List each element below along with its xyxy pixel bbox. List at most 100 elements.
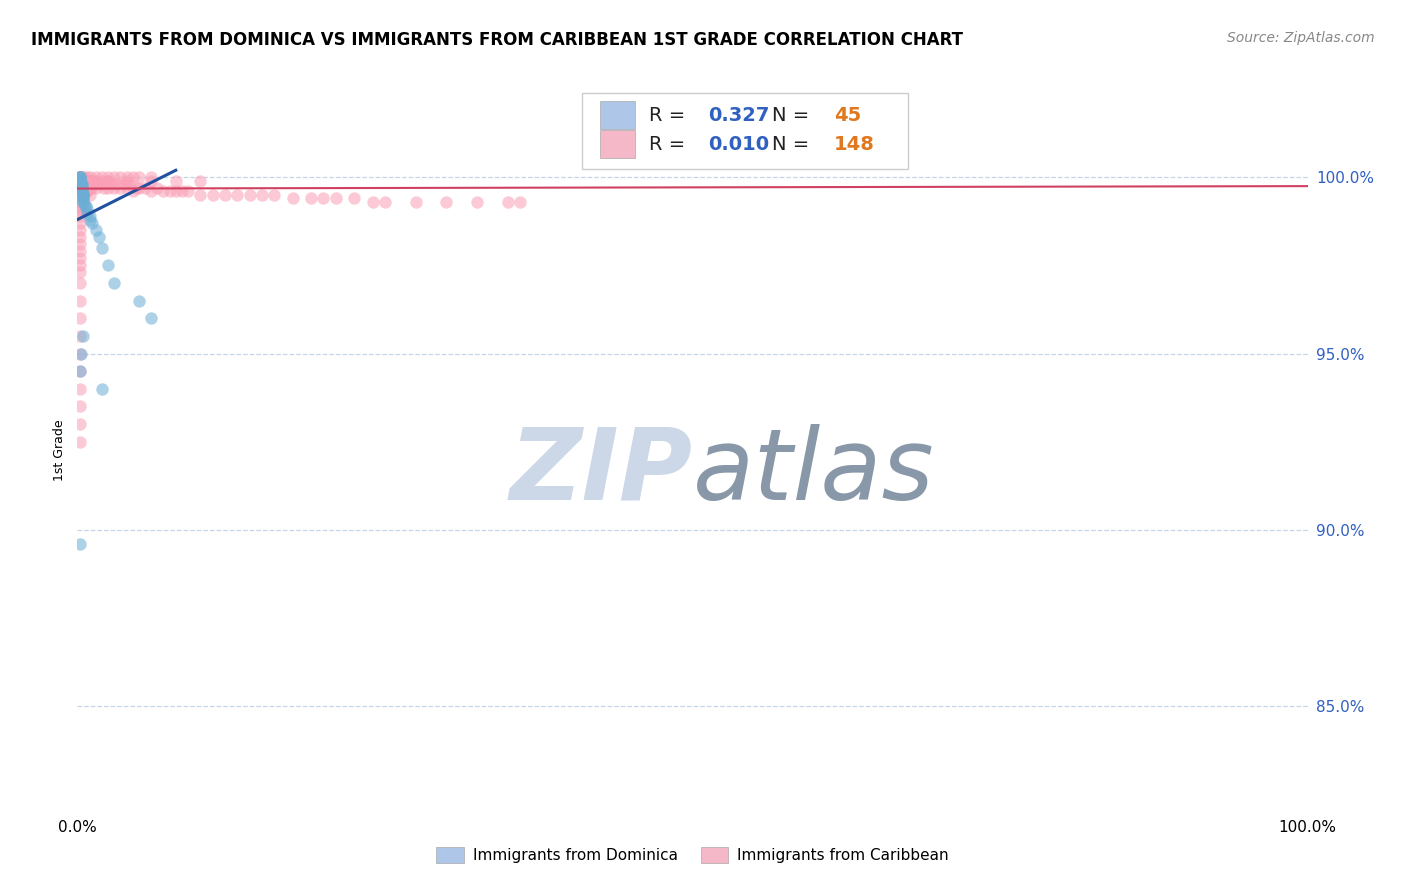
Point <box>76 174 98 188</box>
Point <box>115 181 138 195</box>
Point <box>70 181 93 195</box>
Point <box>141 185 163 199</box>
Point <box>79 181 101 195</box>
Point <box>69 185 91 199</box>
Point <box>79 170 101 185</box>
Text: 45: 45 <box>834 106 862 125</box>
Point <box>69 191 91 205</box>
Point <box>82 181 104 195</box>
Point <box>69 170 91 185</box>
Point <box>69 237 91 252</box>
Point <box>69 178 91 192</box>
Point <box>263 188 285 202</box>
Point <box>84 174 107 188</box>
Point <box>69 205 91 219</box>
Point <box>79 209 101 223</box>
Point <box>69 181 91 195</box>
Point <box>69 170 91 185</box>
Point <box>465 194 488 209</box>
Point <box>118 178 141 192</box>
Point <box>70 178 93 192</box>
Point <box>76 178 98 192</box>
Point <box>69 252 91 266</box>
Point <box>69 174 91 188</box>
Point <box>76 170 98 185</box>
Point <box>90 178 114 192</box>
Point <box>72 170 94 185</box>
Point <box>312 191 335 205</box>
Point <box>436 194 458 209</box>
Point <box>72 178 94 192</box>
Point <box>69 417 91 431</box>
Point <box>69 191 91 205</box>
Point <box>73 198 96 212</box>
Point <box>79 188 101 202</box>
Point <box>69 259 91 273</box>
Point <box>69 230 91 244</box>
Point <box>69 178 91 192</box>
Text: 148: 148 <box>834 135 875 153</box>
Point <box>69 244 91 259</box>
Text: N =: N = <box>772 135 815 153</box>
Point <box>70 178 93 192</box>
Point <box>72 188 94 202</box>
Point <box>103 170 125 185</box>
Point <box>69 382 91 396</box>
Point <box>90 170 114 185</box>
Point <box>159 185 181 199</box>
Point <box>69 185 91 199</box>
Point <box>72 188 94 202</box>
Point <box>121 185 143 199</box>
Point <box>239 188 262 202</box>
Point <box>89 230 111 244</box>
Point <box>226 188 249 202</box>
Y-axis label: 1st Grade: 1st Grade <box>53 419 66 482</box>
Point <box>84 174 107 188</box>
Point <box>70 178 93 192</box>
Point <box>69 400 91 414</box>
Point <box>69 178 91 192</box>
Point <box>72 170 94 185</box>
Legend: Immigrants from Dominica, Immigrants from Caribbean: Immigrants from Dominica, Immigrants fro… <box>430 841 955 869</box>
Point <box>165 174 187 188</box>
Point <box>201 188 224 202</box>
Point <box>69 174 91 188</box>
Point <box>141 311 163 326</box>
Text: Source: ZipAtlas.com: Source: ZipAtlas.com <box>1227 31 1375 45</box>
Point <box>69 198 91 212</box>
Point <box>69 178 91 192</box>
Point <box>76 185 98 199</box>
Point <box>72 191 94 205</box>
Point <box>69 293 91 308</box>
Text: ZIP: ZIP <box>509 424 693 521</box>
Point <box>69 170 91 185</box>
Point <box>97 181 120 195</box>
Point <box>69 181 91 195</box>
Point <box>69 265 91 279</box>
Point <box>103 276 125 290</box>
Point <box>188 188 212 202</box>
Point <box>103 181 125 195</box>
Point <box>69 188 91 202</box>
Point <box>69 364 91 378</box>
Point <box>69 174 91 188</box>
Point <box>70 185 93 199</box>
Point <box>69 185 91 199</box>
Point <box>93 181 115 195</box>
Point <box>72 181 94 195</box>
Point <box>90 178 114 192</box>
Point <box>72 191 94 205</box>
Point <box>69 329 91 343</box>
Point <box>82 174 104 188</box>
Point <box>125 181 148 195</box>
Point <box>146 181 169 195</box>
Point <box>69 170 91 185</box>
Point <box>72 181 94 195</box>
Point <box>72 194 94 209</box>
Point <box>361 194 384 209</box>
Point <box>177 185 200 199</box>
Text: R =: R = <box>650 135 692 153</box>
Point <box>70 181 93 195</box>
Point <box>141 174 163 188</box>
Point <box>69 276 91 290</box>
